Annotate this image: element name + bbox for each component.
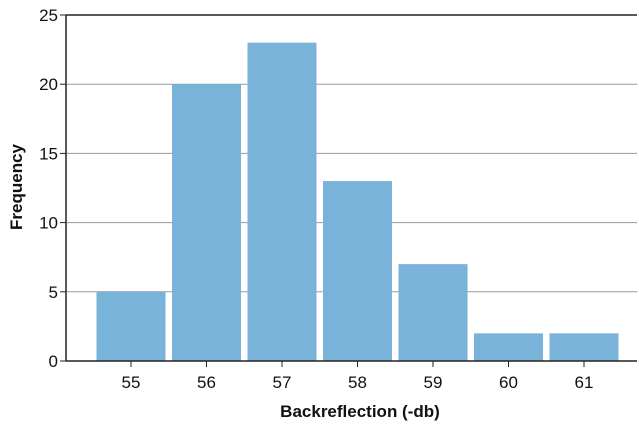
y-tick-label-20: 20: [39, 75, 58, 94]
y-tick-label-5: 5: [49, 283, 58, 302]
bar-55: [96, 291, 166, 361]
bar-56: [172, 84, 241, 361]
y-axis-title: Frequency: [7, 143, 26, 230]
bar-57: [247, 42, 317, 362]
x-axis-title: Backreflection (-db): [280, 402, 440, 421]
x-tick-label-58: 58: [348, 373, 367, 392]
y-tick-label-0: 0: [49, 352, 58, 371]
x-tick-label-56: 56: [197, 373, 216, 392]
x-tick-label-60: 60: [499, 373, 518, 392]
axes: [60, 14, 637, 367]
y-tick-label-10: 10: [39, 214, 58, 233]
x-tick-label-57: 57: [273, 373, 292, 392]
bars: [96, 42, 619, 362]
x-tick-label-55: 55: [122, 373, 141, 392]
x-tick-label-61: 61: [575, 373, 594, 392]
bar-59: [398, 264, 468, 361]
y-tick-label-25: 25: [39, 6, 58, 25]
x-tick-label-59: 59: [424, 373, 443, 392]
bar-61: [549, 333, 619, 361]
bar-60: [474, 333, 543, 361]
tick-labels: 0 5 10 15 20 25 55 56 57 58 59 60 61: [39, 6, 593, 392]
bar-58: [323, 181, 392, 361]
y-tick-label-15: 15: [39, 144, 58, 163]
